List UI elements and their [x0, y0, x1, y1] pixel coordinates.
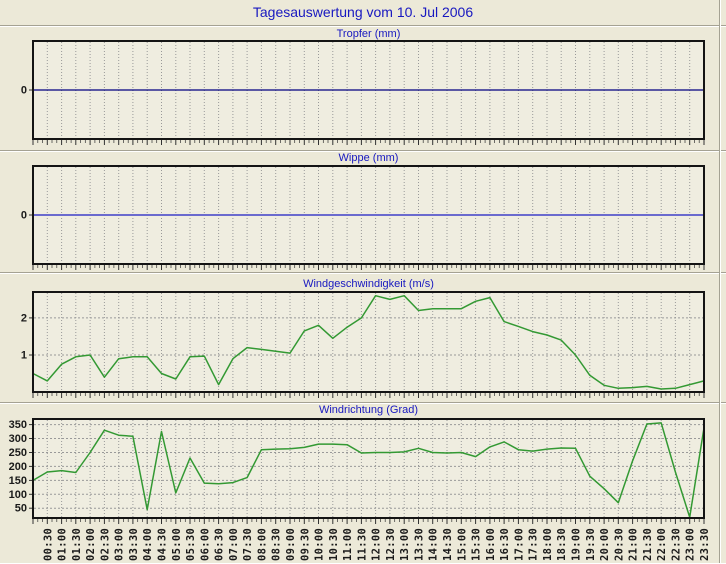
- x-axis-label: 23:30: [699, 528, 711, 561]
- page-title: Tagesauswertung vom 10. Jul 2006: [252, 4, 474, 20]
- x-axis-label: 19:00: [571, 528, 583, 561]
- panel-divider-3: [0, 402, 726, 404]
- x-axis-label: 22:00: [656, 528, 668, 561]
- x-axis-label: 18:30: [556, 528, 568, 561]
- x-axis-label: 09:30: [299, 528, 311, 561]
- windrichtung-ytick-label: 50: [15, 503, 27, 515]
- x-axis-label: 16:30: [499, 528, 511, 561]
- x-axis-label: 01:30: [71, 528, 83, 561]
- x-axis-label: 15:00: [456, 528, 468, 561]
- windrichtung-ytick-label: 200: [9, 461, 27, 473]
- x-axis-label: 11:00: [342, 528, 354, 561]
- x-axis-label: 21:00: [628, 528, 640, 561]
- windgeschwindigkeit-data-line: [32, 294, 705, 390]
- windgeschwindigkeit-ytick-label: 1: [21, 350, 27, 362]
- x-axis-label: 15:30: [471, 528, 483, 561]
- x-axis-label: 20:30: [613, 528, 625, 561]
- windgeschwindigkeit-ytick-label: 2: [21, 312, 27, 324]
- chart-title-tropfer: Tropfer (mm): [336, 28, 401, 40]
- x-axis-label: 19:30: [585, 528, 597, 561]
- x-axis-label: 08:00: [256, 528, 268, 561]
- x-axis-label: 07:00: [228, 528, 240, 561]
- windgeschwindigkeit-chart: 12: [21, 291, 705, 398]
- x-axis-label: 03:00: [114, 528, 126, 561]
- x-axis-label: 17:30: [528, 528, 540, 561]
- x-axis-label: 16:00: [485, 528, 497, 561]
- x-axis-label: 09:00: [285, 528, 297, 561]
- x-axis-label: 12:30: [385, 528, 397, 561]
- panel-divider-1: [0, 150, 726, 152]
- x-axis-label: 06:30: [214, 528, 226, 561]
- x-axis-label: 05:30: [185, 528, 197, 561]
- x-axis-label: 02:00: [85, 528, 97, 561]
- x-axis-label: 04:00: [142, 528, 154, 561]
- x-axis-label: 10:00: [314, 528, 326, 561]
- chart-title-windrichtung: Windrichtung (Grad): [318, 404, 419, 416]
- windrichtung-ytick-label: 100: [9, 489, 27, 501]
- x-axis-label: 20:00: [599, 528, 611, 561]
- windrichtung-ytick-label: 250: [9, 447, 27, 459]
- x-axis-label: 02:30: [99, 528, 111, 561]
- windrichtung-data-line: [32, 422, 705, 518]
- x-axis-labels: 00:30 01:00 01:30 02:00 02:30 03:00 03:30 04:00…: [42, 528, 711, 561]
- tropfer-ytick-label: 0: [21, 85, 27, 97]
- x-axis-label: 07:30: [242, 528, 254, 561]
- x-axis-label: 13:30: [414, 528, 426, 561]
- wippe-ytick-label: 0: [21, 210, 27, 222]
- x-axis-label: 23:00: [685, 528, 697, 561]
- x-axis-label: 22:30: [670, 528, 682, 561]
- chart-title-windgeschwindigkeit: Windgeschwindigkeit (m/s): [303, 278, 434, 290]
- x-axis-label: 18:00: [542, 528, 554, 561]
- x-axis-label: 03:30: [128, 528, 140, 561]
- x-axis-label: 14:30: [442, 528, 454, 561]
- right-edge-line: [719, 0, 721, 564]
- x-axis-label: 11:30: [356, 528, 368, 561]
- x-axis-label: 14:00: [428, 528, 440, 561]
- x-axis-label: 21:30: [642, 528, 654, 561]
- panel-divider-2: [0, 272, 726, 274]
- x-axis-label: 10:30: [328, 528, 340, 561]
- wippe-chart: 0: [21, 165, 705, 270]
- x-axis-label: 06:00: [199, 528, 211, 561]
- windrichtung-ytick-label: 300: [9, 433, 27, 445]
- x-axis-label: 05:00: [171, 528, 183, 561]
- x-axis-label: 04:30: [157, 528, 169, 561]
- windrichtung-chart: 50 100 150 200 250 300 350 00:30 01:00 01:30 02:00…: [9, 418, 711, 561]
- windrichtung-ytick-label: 150: [9, 475, 27, 487]
- tropfer-chart: 0: [21, 40, 705, 145]
- x-axis-label: 12:00: [371, 528, 383, 561]
- title-divider: [0, 25, 726, 27]
- x-axis-label: 01:00: [57, 528, 69, 561]
- chart-title-wippe: Wippe (mm): [338, 152, 399, 164]
- x-axis-label: 00:30: [42, 528, 54, 561]
- x-axis-label: 08:30: [271, 528, 283, 561]
- windrichtung-ytick-label: 350: [9, 419, 27, 431]
- x-axis-label: 13:00: [399, 528, 411, 561]
- x-axis-label: 17:00: [513, 528, 525, 561]
